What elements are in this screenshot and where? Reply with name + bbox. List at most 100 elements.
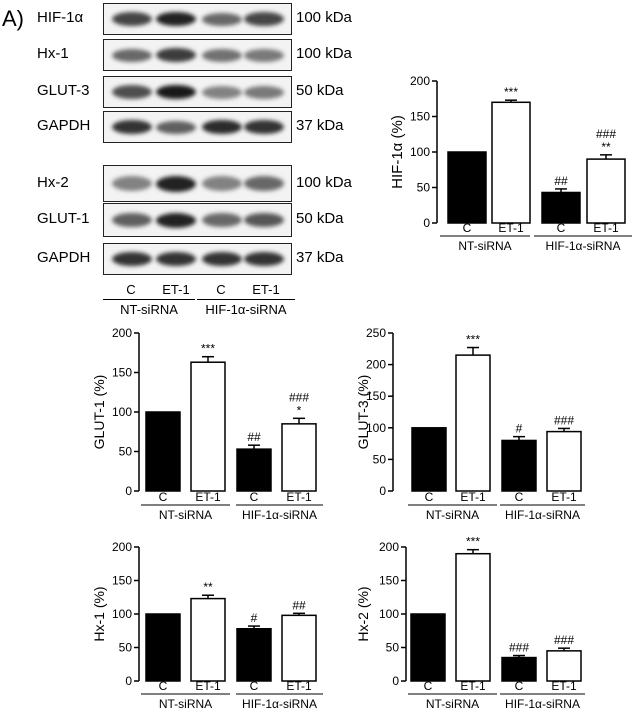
bar	[145, 411, 181, 492]
category-label: C	[515, 490, 524, 504]
blot-band	[202, 213, 242, 227]
significance-label: ***	[466, 535, 480, 549]
significance-label: ***	[201, 342, 215, 356]
blot-group-label: HIF-1α-siRNA	[205, 302, 287, 317]
significance-label: ***	[504, 85, 518, 99]
y-tick-label: 50	[373, 452, 387, 466]
bar	[145, 613, 181, 682]
y-tick-label: 0	[379, 484, 386, 498]
category-label: ET-1	[195, 679, 221, 693]
group-label: NT-siRNA	[426, 697, 479, 711]
blot-size-label: 50 kDa	[296, 210, 344, 227]
blot-band	[156, 212, 196, 228]
y-tick-label: 100	[379, 607, 399, 621]
blot-band	[244, 85, 284, 99]
blot-band	[112, 12, 152, 26]
bar	[281, 614, 317, 682]
category-label: C	[159, 490, 168, 504]
y-tick-label: 150	[112, 366, 132, 380]
blot-band	[156, 175, 196, 192]
blot-lane-label: ET-1	[162, 282, 190, 297]
significance-label: **	[601, 140, 611, 154]
category-label: C	[557, 221, 566, 235]
blot-band	[202, 252, 242, 266]
bar	[447, 151, 487, 224]
category-label: ET-1	[460, 679, 486, 693]
y-tick-label: 50	[119, 641, 133, 655]
bar	[190, 361, 226, 492]
blot-band	[112, 213, 152, 227]
group-label: NT-siRNA	[426, 508, 479, 522]
significance-label: #	[516, 422, 523, 436]
y-tick-label: 150	[379, 574, 399, 588]
blot-band-label: GAPDH	[37, 249, 91, 266]
blot-band	[156, 48, 196, 62]
group-label: HIF-1α-siRNA	[242, 697, 317, 711]
blot-band	[244, 176, 284, 191]
blot-band	[156, 12, 196, 26]
category-label: ET-1	[195, 490, 221, 504]
y-tick-label: 200	[379, 540, 399, 554]
blot-band-label: Hx-1	[37, 45, 69, 62]
blot-band-label: HIF-1α	[37, 9, 84, 26]
significance-label: ##	[554, 174, 568, 188]
y-tick-label: 200	[366, 358, 386, 372]
blot-band	[202, 48, 242, 62]
bar	[501, 656, 537, 682]
blot-band-label: GAPDH	[37, 117, 91, 134]
blot-size-label: 50 kDa	[296, 82, 344, 99]
y-tick-label: 150	[410, 110, 430, 124]
blot-band	[112, 120, 152, 134]
blot-size-label: 37 kDa	[296, 117, 344, 134]
category-label: ET-1	[286, 679, 312, 693]
category-label: ET-1	[593, 221, 619, 235]
blot-band-box	[103, 111, 292, 143]
group-label: NT-siRNA	[458, 239, 511, 253]
bar	[501, 439, 537, 492]
group-label: HIF-1α-siRNA	[546, 239, 621, 253]
bar	[236, 448, 272, 492]
category-label: C	[424, 679, 433, 693]
bar	[281, 423, 317, 492]
blot-band	[156, 252, 196, 266]
y-tick-label: 250	[366, 326, 386, 340]
significance-label: ###	[596, 127, 616, 141]
blot-band	[244, 120, 284, 134]
significance-label: ###	[554, 633, 574, 647]
blot-size-label: 37 kDa	[296, 249, 344, 266]
bar	[541, 191, 581, 224]
blot-band	[202, 85, 242, 99]
y-tick-label: 150	[366, 389, 386, 403]
y-axis-label: GLUT-1 (%)	[91, 375, 107, 450]
group-label: HIF-1α-siRNA	[505, 508, 580, 522]
blot-band	[244, 12, 284, 26]
blot-band-box	[103, 76, 292, 108]
y-axis-label: Hx-2 (%)	[355, 586, 371, 641]
blot-band	[202, 12, 242, 26]
blot-band	[112, 252, 152, 266]
y-tick-label: 200	[112, 326, 132, 340]
category-label: C	[159, 679, 168, 693]
significance-label: ###	[509, 641, 529, 655]
group-label: HIF-1α-siRNA	[505, 697, 580, 711]
y-tick-label: 0	[392, 674, 399, 688]
y-tick-label: 50	[417, 181, 431, 195]
blot-group-line	[197, 299, 295, 300]
group-label: NT-siRNA	[159, 697, 212, 711]
blot-band	[156, 120, 196, 134]
category-label: ET-1	[460, 490, 486, 504]
blot-lane-label: C	[126, 282, 136, 297]
y-axis-label: HIF-1α (%)	[389, 115, 406, 189]
blot-size-label: 100 kDa	[296, 45, 352, 62]
y-tick-label: 0	[125, 484, 132, 498]
panel-letter: A)	[2, 6, 24, 31]
bar	[455, 552, 491, 682]
category-label: C	[463, 221, 472, 235]
y-tick-label: 150	[112, 574, 132, 588]
blot-band-label: Hx-2	[37, 173, 69, 191]
bar	[546, 650, 582, 682]
bar	[455, 354, 491, 492]
bar	[236, 627, 272, 682]
y-tick-label: 100	[366, 421, 386, 435]
